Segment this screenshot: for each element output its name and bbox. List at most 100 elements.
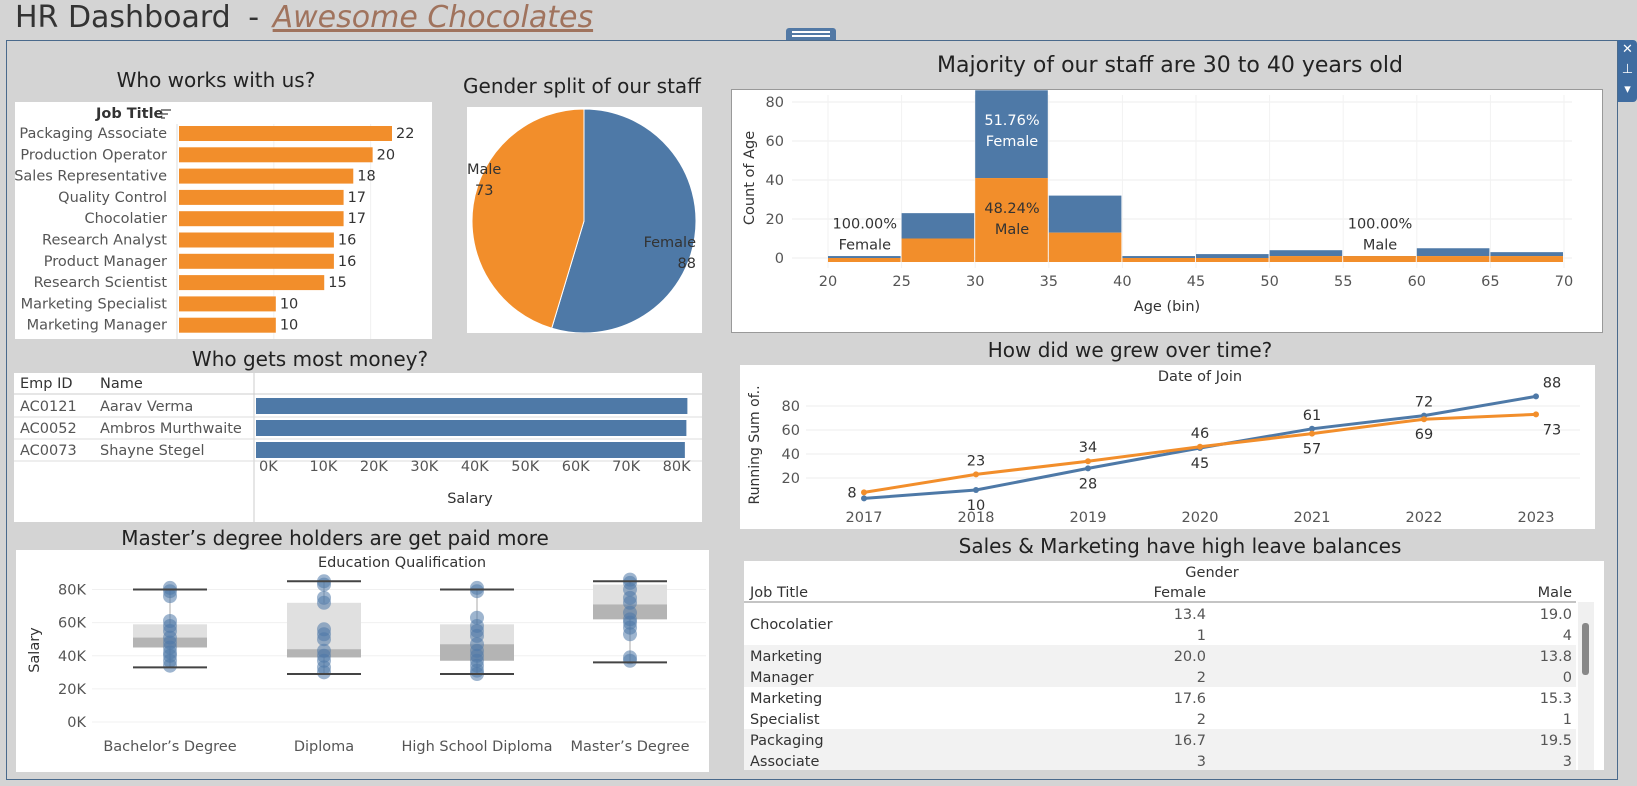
growth-point-male[interactable] (1309, 430, 1315, 437)
job-bar[interactable] (179, 147, 373, 163)
age-bar-female[interactable] (1122, 256, 1195, 258)
pin-icon[interactable]: ⊥ (1621, 62, 1634, 77)
age-bar-male[interactable] (828, 258, 901, 262)
salary-bar[interactable] (256, 442, 685, 458)
leave-male-avg: 19.0 (1540, 607, 1572, 623)
growth-point-male[interactable] (1533, 411, 1539, 418)
job-bar[interactable] (179, 296, 276, 312)
age-bar-male[interactable] (1122, 258, 1195, 262)
job-value-label: 10 (280, 296, 298, 312)
growth-point-female[interactable] (861, 495, 867, 502)
age-annotation-label: Female (986, 134, 1039, 150)
growth-label-male: 8 (847, 485, 856, 501)
age-x-tick: 45 (1187, 274, 1205, 290)
leave-scrollbar-thumb[interactable] (1582, 623, 1589, 675)
growth-point-male[interactable] (1085, 458, 1091, 465)
job-value-label: 18 (357, 169, 375, 185)
age-bar-female[interactable] (975, 90, 1048, 179)
growth-point-female[interactable] (973, 487, 979, 493)
edu-category-label: Bachelor’s Degree (103, 739, 236, 755)
age-annotation-pct: 51.76% (984, 113, 1039, 129)
job-bar[interactable] (179, 275, 325, 291)
age-bar-male[interactable] (1196, 258, 1269, 262)
edu-point[interactable] (163, 580, 177, 595)
job-bar[interactable] (179, 232, 334, 248)
salary-row-name: Ambros Murthwaite (100, 421, 242, 437)
dashboard-subtitle-link[interactable]: Awesome Chocolates (272, 0, 594, 35)
growth-point-male[interactable] (861, 489, 867, 496)
age-bar-male[interactable] (975, 178, 1048, 262)
growth-point-female[interactable] (1309, 425, 1315, 432)
job-bar[interactable] (179, 211, 344, 227)
age-bar-male[interactable] (1343, 256, 1416, 262)
age-bar-male[interactable] (1269, 256, 1343, 262)
growth-chart-panel: Date of Join 20 40 60 80 2017 2018 2019 2020 2021… (740, 365, 1595, 529)
age-bar-male[interactable] (1416, 256, 1490, 262)
edu-point[interactable] (623, 572, 637, 587)
salary-row-id: AC0121 (20, 399, 77, 415)
edu-point[interactable] (317, 590, 331, 605)
growth-x-tick: 2023 (1518, 510, 1555, 526)
leave-col-female: Female (1154, 585, 1207, 601)
edu-point[interactable] (317, 622, 331, 637)
growth-x-tick: 2019 (1070, 510, 1107, 526)
edu-point[interactable] (623, 605, 637, 620)
edu-y-tick: 60K (58, 616, 86, 632)
close-icon[interactable]: ✕ (1622, 42, 1633, 57)
job-bar[interactable] (179, 168, 354, 184)
leave-row-job-2: Specialist (750, 712, 820, 728)
edu-point[interactable] (317, 643, 331, 658)
age-bar-female[interactable] (1269, 250, 1343, 257)
salary-bar[interactable] (256, 420, 687, 436)
growth-point-male[interactable] (973, 471, 979, 478)
job-value-label: 20 (377, 147, 395, 163)
growth-label-female: 88 (1543, 375, 1561, 391)
job-category-label: Marketing Specialist (21, 296, 168, 312)
job-category-label: Production Operator (20, 147, 167, 163)
growth-point-female[interactable] (1533, 393, 1539, 400)
age-x-tick: 20 (819, 274, 837, 290)
job-value-label: 10 (280, 318, 298, 334)
job-category-label: Marketing Manager (27, 318, 167, 334)
edu-point[interactable] (623, 650, 637, 665)
age-bar-female[interactable] (1416, 248, 1490, 257)
age-bar-male[interactable] (901, 238, 975, 263)
age-bar-female[interactable] (1490, 252, 1563, 257)
dropdown-icon[interactable]: ▾ (1624, 82, 1631, 97)
drag-handle[interactable] (786, 28, 836, 40)
salary-bar[interactable] (256, 398, 688, 414)
job-chart-title: Who works with us? (116, 68, 316, 92)
age-chart-svg: 0 20 40 60 80 20 25 30 35 40 45 50 55 60 65 70 100.00% Fe… (742, 90, 1573, 315)
age-bar-female[interactable] (1048, 195, 1122, 233)
leave-female-avg: 17.6 (1174, 691, 1206, 707)
age-bar-female[interactable] (1196, 254, 1269, 258)
growth-y-tick: 40 (782, 447, 800, 463)
edu-point[interactable] (470, 610, 484, 625)
job-bar[interactable] (179, 189, 344, 205)
growth-x-tick: 2020 (1182, 510, 1219, 526)
growth-x-tick: 2018 (958, 510, 995, 526)
edu-y-tick: 20K (58, 682, 86, 698)
age-bar-female[interactable] (828, 256, 901, 258)
age-x-tick: 50 (1260, 274, 1278, 290)
job-bar[interactable] (179, 317, 276, 333)
pie-slice-male[interactable] (471, 108, 585, 329)
growth-header: Date of Join (1158, 369, 1242, 385)
pie-label-female-name: Female (644, 235, 697, 251)
job-bar[interactable] (179, 253, 334, 269)
pie-slice-female[interactable] (551, 108, 697, 334)
growth-y-tick: 80 (782, 399, 800, 415)
sort-icon[interactable] (161, 109, 171, 119)
age-bar-female[interactable] (901, 213, 975, 239)
age-bar-male[interactable] (1490, 256, 1563, 262)
growth-label-male: 46 (1191, 426, 1209, 442)
edu-point[interactable] (163, 614, 177, 629)
salary-x-axis-label: Salary (447, 491, 493, 507)
pie-label-female-value: 88 (678, 256, 696, 272)
growth-point-male[interactable] (1421, 416, 1427, 423)
age-bar-male[interactable] (1048, 232, 1122, 262)
job-bar[interactable] (179, 126, 392, 141)
edu-point[interactable] (470, 580, 484, 595)
growth-point-female[interactable] (1085, 465, 1091, 472)
growth-point-male[interactable] (1197, 443, 1203, 450)
